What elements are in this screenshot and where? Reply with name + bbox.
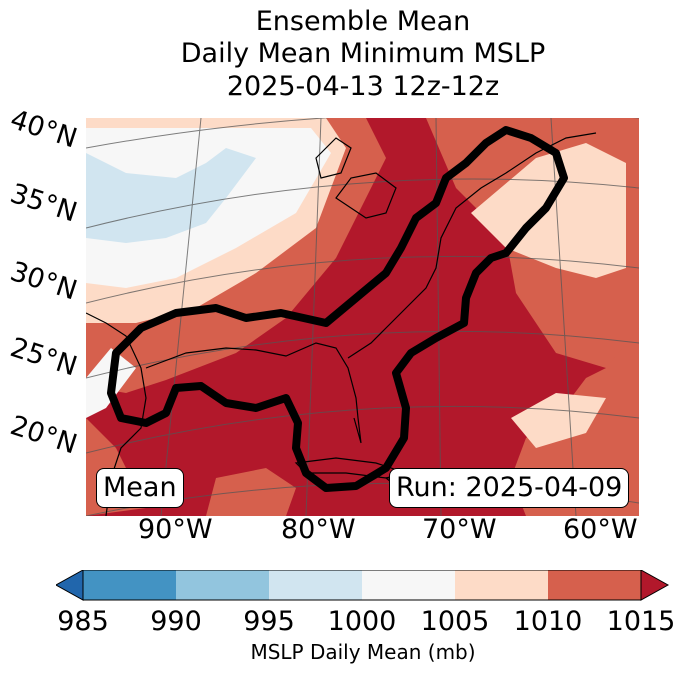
colorbar-extend-high [640,570,670,601]
map-panel [86,118,639,516]
title-line-2: Daily Mean Minimum MSLP [180,38,546,69]
lon-label-70w: 70°W [422,514,497,545]
lon-label-90w: 90°W [138,514,213,545]
colorbar-tick-label: 1010 [513,606,583,637]
lat-label-20: 20°N [6,410,81,461]
colorbar-tick-label: 1000 [327,606,397,637]
badge-mean: Mean [96,468,184,508]
low-pressure-contour [107,126,568,492]
colorbar-tick-label: 985 [57,606,109,637]
badge-run: Run: 2025-04-09 [389,468,630,508]
colorbar-segment [83,570,176,600]
colorbar [56,570,670,601]
colorbar-tick-label: 995 [243,606,295,637]
colorbar-tick-label: 1005 [420,606,490,637]
colorbar-tick-label: 1015 [606,606,676,637]
lon-label-80w: 80°W [281,514,356,545]
title-line-3: 2025-04-13 12z-12z [226,71,500,102]
lat-label-30: 30°N [6,256,81,307]
colorbar-segment [176,570,269,600]
lat-label-40: 40°N [6,104,81,155]
colorbar-label: MSLP Daily Mean (mb) [250,640,476,664]
lat-label-35: 35°N [6,178,81,229]
colorbar-segment [269,570,362,600]
colorbar-segment [362,570,455,600]
colorbar-extend-low [56,570,84,601]
colorbar-border [82,570,642,601]
colorbar-segment [548,570,641,600]
colorbar-segment [455,570,548,600]
lat-label-25: 25°N [6,332,81,383]
colorbar-tick-label: 990 [150,606,202,637]
lon-label-60w: 60°W [563,514,638,545]
title-line-1: Ensemble Mean [255,6,471,37]
